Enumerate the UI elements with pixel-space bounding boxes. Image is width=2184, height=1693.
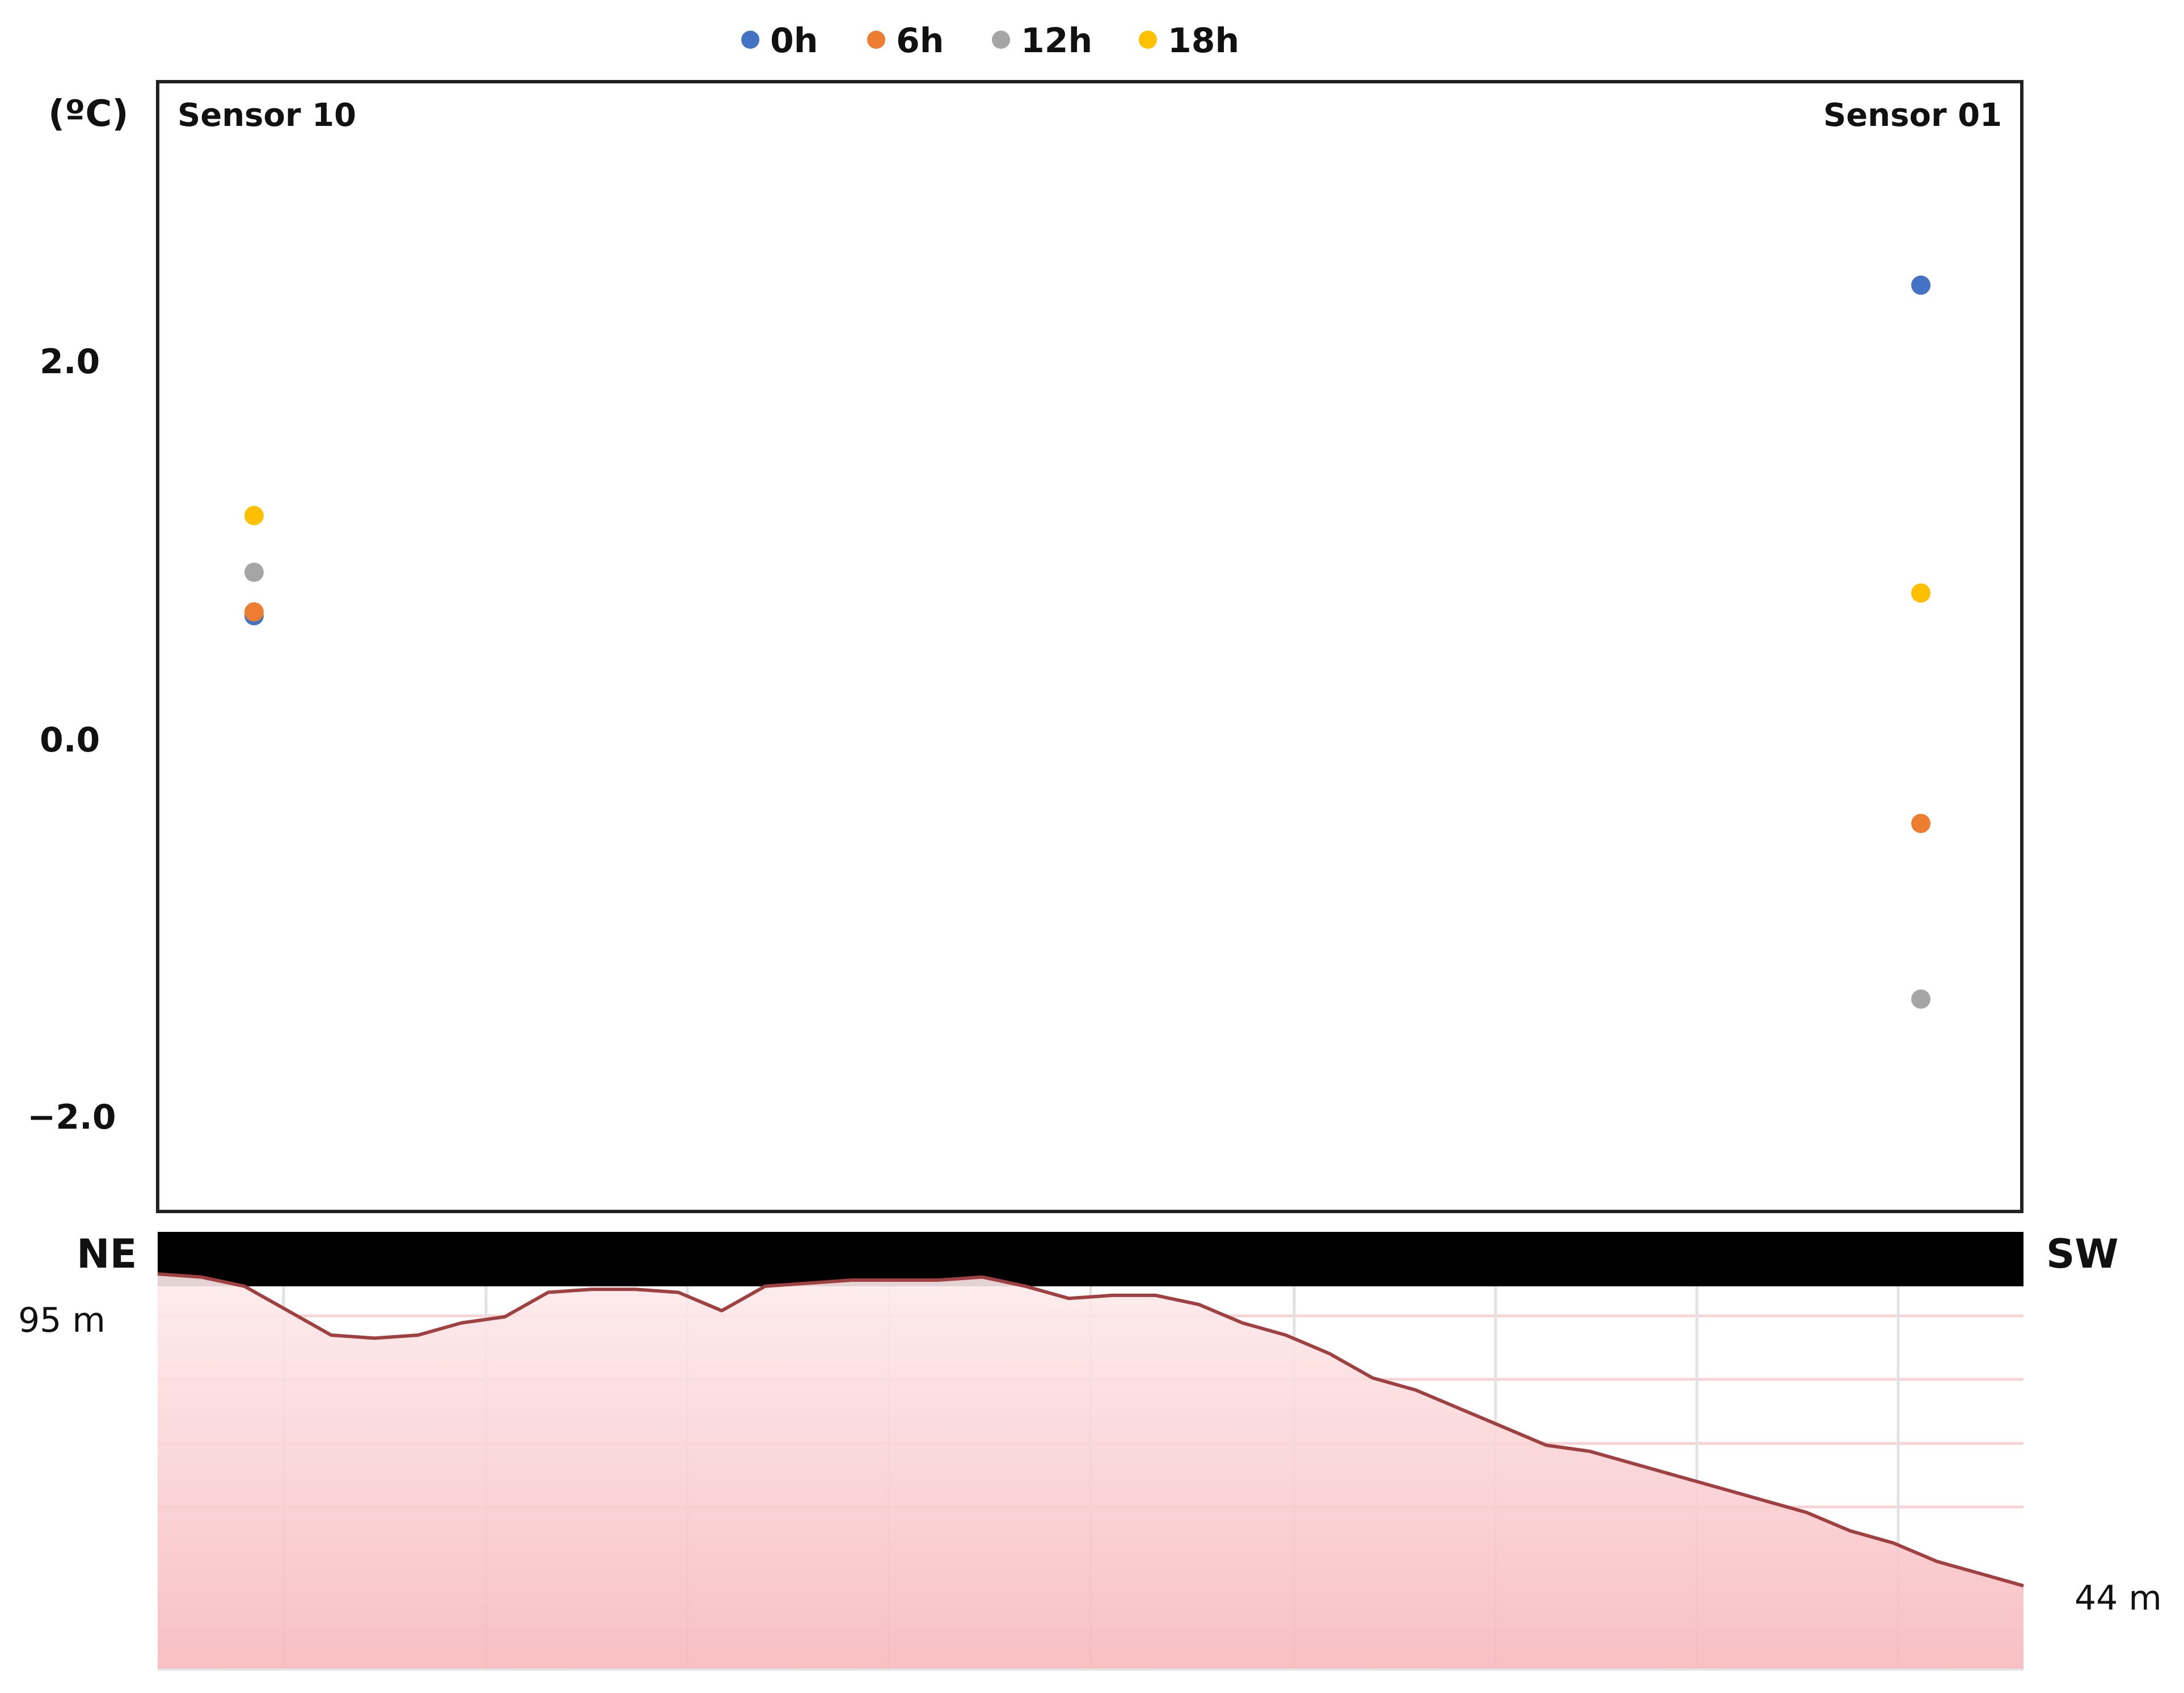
profile-header-bar [158, 1232, 2024, 1286]
y-tick-label-2: 2.0 [40, 342, 100, 382]
y-tick-label-minus-2: −2.0 [27, 1097, 116, 1137]
point-6h-sensor-10 [244, 602, 264, 622]
elevation-line [157, 1272, 2024, 1588]
y-axis-unit-label: (ºC) [48, 93, 129, 135]
legend-marker-18h [1139, 31, 1157, 49]
y-tick-label-0: 0.0 [40, 720, 100, 760]
scatter-points [244, 275, 1930, 1009]
legend-marker-0h [741, 31, 759, 49]
direction-label-sw: SW [2046, 1231, 2119, 1277]
legend-item-0h: 0h [741, 21, 818, 61]
plot-frame [156, 80, 2024, 1213]
legend-marker-6h [867, 31, 885, 49]
start-elevation-label: 95 m [18, 1301, 105, 1340]
elevation-profile: NE SW 95 m 44 m [18, 1231, 2162, 1671]
legend-item-12h: 12h [992, 21, 1092, 61]
legend-label-0h: 0h [770, 21, 818, 61]
point-6h-sensor-01 [1911, 813, 1930, 833]
legend-item-18h: 18h [1139, 21, 1239, 61]
direction-label-ne: NE [77, 1231, 137, 1277]
legend-label-18h: 18h [1168, 21, 1239, 61]
point-18h-sensor-01 [1911, 583, 1930, 603]
point-0h-sensor-01 [1911, 275, 1930, 295]
legend-marker-12h [992, 31, 1010, 49]
end-elevation-label: 44 m [2075, 1578, 2162, 1618]
point-12h-sensor-01 [1911, 989, 1930, 1009]
legend-label-12h: 12h [1021, 21, 1092, 61]
temperature-chart: (ºC) 2.0 0.0 −2.0 Sensor 10 Sensor 01 [27, 80, 2024, 1213]
point-18h-sensor-10 [244, 506, 264, 526]
legend-item-6h: 6h [867, 21, 944, 61]
category-label-sensor-10: Sensor 10 [178, 97, 356, 134]
elevation-area [158, 1274, 2024, 1670]
legend: 0h 6h 12h 18h [741, 21, 1239, 61]
legend-label-6h: 6h [896, 21, 944, 61]
category-label-sensor-01: Sensor 01 [1823, 97, 2002, 134]
point-12h-sensor-10 [244, 562, 264, 582]
